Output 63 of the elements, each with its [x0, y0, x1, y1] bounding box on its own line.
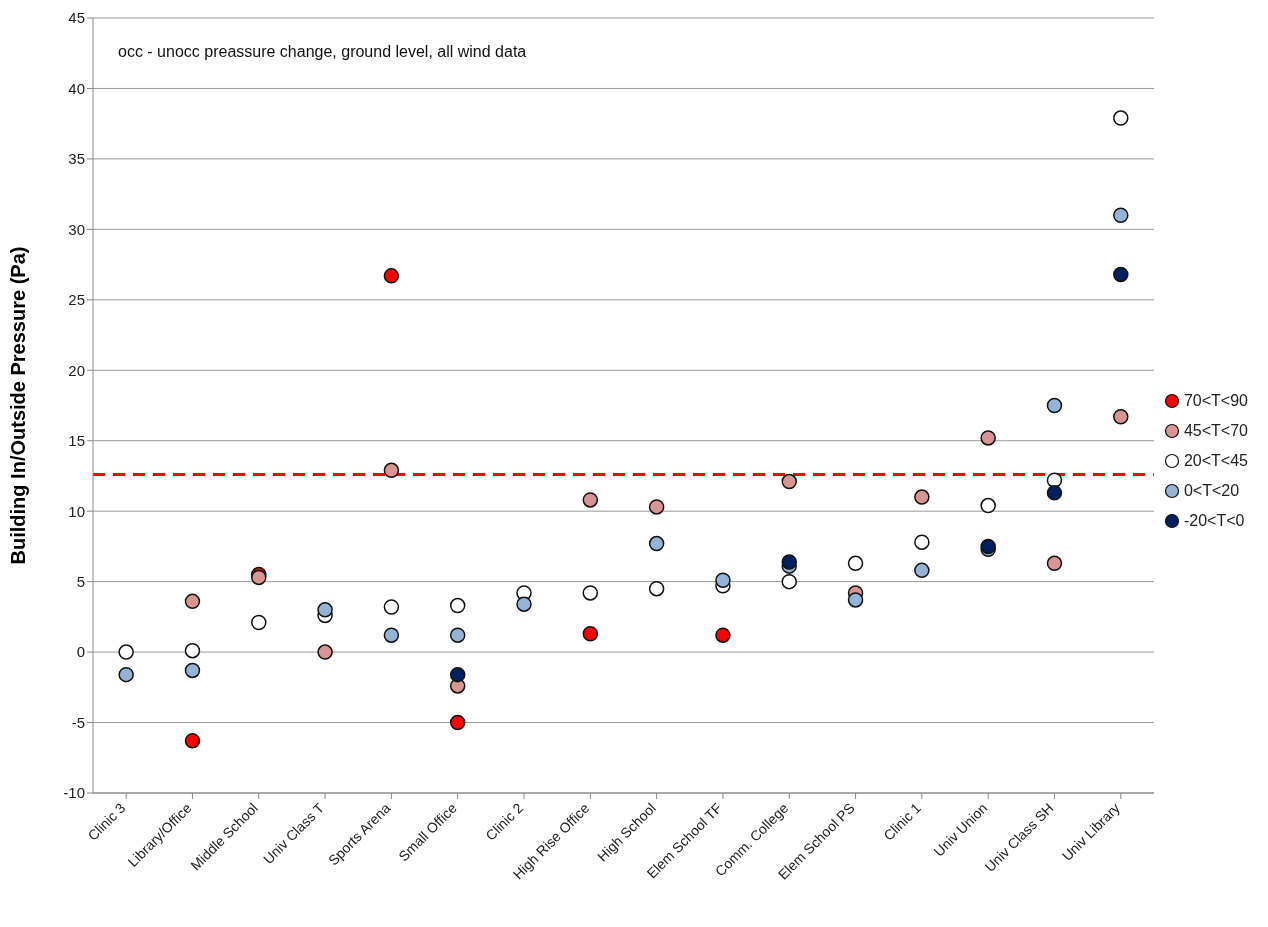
- point: [449, 666, 466, 683]
- point: [1046, 485, 1063, 501]
- point: [1113, 409, 1129, 425]
- point: [781, 473, 797, 490]
- y-tick-label: 0: [76, 643, 85, 661]
- point: [1046, 555, 1063, 572]
- point: [383, 627, 400, 643]
- point: [648, 499, 665, 515]
- point: [1113, 110, 1129, 126]
- point: [184, 593, 201, 610]
- y-tick-label: 45: [68, 9, 85, 27]
- legend-label: 45<T<70: [1183, 420, 1248, 441]
- y-tick-label: 30: [68, 220, 85, 238]
- legend-label: -20<T<0: [1183, 510, 1245, 531]
- point: [317, 644, 333, 660]
- point: [449, 714, 466, 731]
- point: [847, 592, 864, 608]
- point: [980, 430, 996, 446]
- point: [449, 597, 466, 614]
- point: [1113, 207, 1129, 224]
- legend-label: 0<T<20: [1183, 480, 1240, 501]
- point: [1113, 266, 1129, 283]
- y-tick-label: -5: [71, 713, 85, 731]
- point: [184, 642, 201, 659]
- point: [582, 492, 599, 508]
- annotation: occ - unocc preassure change, ground level, all wind data: [118, 43, 527, 61]
- point: [648, 580, 665, 597]
- y-tick-label: 15: [68, 432, 85, 450]
- y-tick-label: 40: [68, 79, 85, 97]
- y-tick-label: -10: [63, 784, 85, 802]
- point: [383, 268, 400, 284]
- point: [383, 462, 400, 479]
- point: [516, 596, 532, 612]
- point: [184, 662, 201, 679]
- point: [118, 644, 134, 660]
- point: [847, 555, 864, 572]
- point: [1046, 472, 1063, 488]
- point: [914, 534, 930, 550]
- y-tick-label: 35: [68, 150, 85, 168]
- y-tick-label: 5: [76, 572, 85, 590]
- point: [118, 666, 134, 683]
- point: [914, 489, 930, 505]
- point: [1046, 397, 1063, 414]
- legend-label: 20<T<45: [1183, 450, 1248, 471]
- point: [980, 497, 996, 514]
- point: [251, 614, 267, 631]
- point: [914, 562, 930, 579]
- point: [184, 733, 201, 749]
- point: [383, 599, 400, 615]
- y-tick-label: 25: [68, 291, 85, 309]
- point: [582, 626, 599, 642]
- y-tick-label: 20: [68, 361, 85, 379]
- point: [317, 602, 333, 618]
- point: [449, 627, 466, 643]
- y-tick-label: 10: [68, 502, 85, 520]
- point: [781, 554, 797, 570]
- y-axis-title: Building In/Outside Pressure (Pa): [7, 246, 30, 565]
- legend-label: 70<T<90: [1183, 390, 1248, 411]
- point: [715, 627, 731, 643]
- point: [582, 585, 599, 601]
- point: [781, 573, 797, 590]
- point: [715, 572, 731, 588]
- point: [648, 535, 665, 552]
